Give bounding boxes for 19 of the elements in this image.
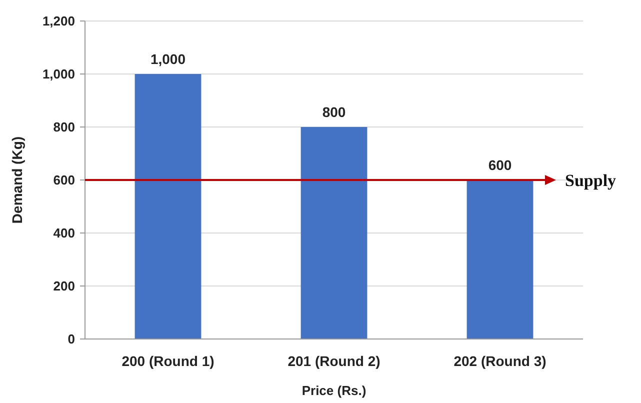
bar [300, 127, 368, 339]
y-tick-label: 800 [53, 120, 75, 135]
data-label: 600 [488, 157, 512, 173]
x-axis-title: Price (Rs.) [302, 383, 366, 398]
y-tick-label: 200 [53, 278, 75, 294]
ref-line-label: Supply [565, 170, 617, 190]
x-tick-label: 200 (Round 1) [122, 353, 214, 369]
bar [134, 74, 202, 339]
x-tick-label: 202 (Round 3) [454, 353, 546, 369]
y-tick-label: 400 [53, 226, 75, 241]
x-tick-label: 201 (Round 2) [288, 353, 380, 369]
data-label: 1,000 [150, 51, 186, 67]
y-tick-label: 1,200 [42, 14, 75, 29]
y-tick-label: 0 [68, 332, 75, 347]
y-axis-title: Demand (Kg) [9, 136, 25, 224]
bar [466, 180, 534, 339]
y-tick-label: 600 [53, 172, 75, 188]
data-label: 800 [322, 104, 346, 120]
y-tick-label: 1,000 [42, 66, 75, 82]
